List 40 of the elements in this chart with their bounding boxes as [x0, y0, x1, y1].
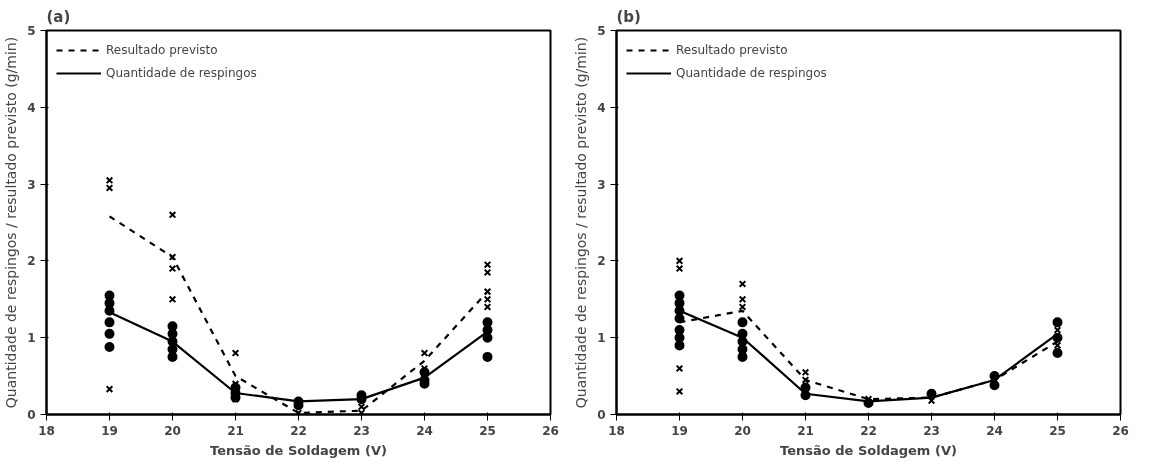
x-tick-label: 18 [38, 423, 55, 438]
chart-title: (b) [616, 7, 641, 26]
y-tick-label: 1 [597, 331, 606, 346]
y-tick-label: 2 [27, 254, 36, 269]
y-tick-label: 4 [27, 100, 36, 115]
y-tick-label: 5 [597, 24, 606, 38]
x-tick-label: 25 [1049, 423, 1066, 438]
x-tick-label: 22 [290, 423, 307, 438]
x-axis-title: Tensão de Soldagem (V) [210, 442, 387, 458]
x-tick-label: 18 [608, 423, 625, 438]
x-tick-label: 26 [1112, 423, 1129, 438]
x-tick-label: 19 [101, 423, 118, 438]
y-tick-label: 0 [597, 408, 606, 422]
legend-label: Resultado previsto [676, 43, 788, 57]
y-tick-label: 1 [27, 331, 36, 346]
legend-label: Quantidade de respingos [106, 66, 257, 80]
y-axis-title: Quantidade de respingos / resultado previsto (g/min) [573, 36, 590, 409]
y-tick-label: 3 [27, 177, 36, 192]
x-tick-label: 23 [923, 423, 940, 438]
x-tick-label: 25 [479, 423, 496, 438]
x-axis-title: Tensão de Soldagem (V) [780, 442, 957, 458]
x-tick-label: 20 [164, 423, 181, 438]
x-tick-label: 22 [860, 423, 877, 438]
y-tick-label: 0 [27, 408, 36, 422]
y-tick-label: 4 [597, 100, 606, 115]
chart-title: (a) [46, 7, 71, 26]
legend-label: Resultado previsto [106, 43, 218, 57]
x-tick-label: 21 [797, 423, 814, 438]
y-tick-label: 3 [597, 177, 606, 192]
x-tick-label: 21 [227, 423, 244, 438]
legend-label: Quantidade de respingos [676, 66, 827, 80]
x-tick-label: 23 [353, 423, 370, 438]
y-tick-label: 2 [597, 254, 606, 269]
x-tick-label: 24 [986, 423, 1003, 438]
x-tick-label: 20 [734, 423, 751, 438]
x-tick-label: 24 [416, 423, 433, 438]
y-tick-label: 5 [27, 24, 36, 38]
x-tick-label: 26 [542, 423, 559, 438]
y-axis-title: Quantidade de respingos / resultado previsto (g/min) [3, 36, 20, 409]
x-tick-label: 19 [671, 423, 688, 438]
